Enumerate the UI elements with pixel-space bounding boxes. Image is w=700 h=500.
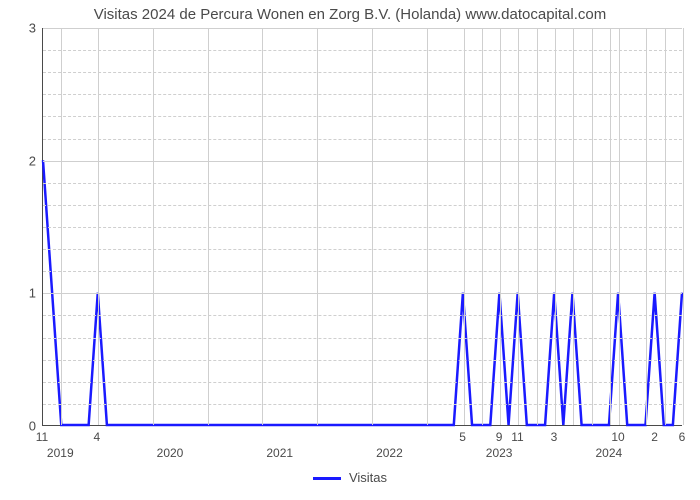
x-gridline <box>372 28 373 425</box>
x-gridline <box>153 28 154 425</box>
y-minor-gridline <box>43 315 682 316</box>
x-tick-month: 11 <box>36 430 48 444</box>
x-tick-year: 2024 <box>595 446 622 460</box>
x-gridline <box>208 28 209 425</box>
y-minor-gridline <box>43 360 682 361</box>
x-gridline <box>573 28 574 425</box>
y-gridline <box>43 293 682 294</box>
x-tick-month: 9 <box>496 430 503 444</box>
x-gridline <box>464 28 465 425</box>
y-minor-gridline <box>43 338 682 339</box>
x-gridline <box>592 28 593 425</box>
x-gridline <box>518 28 519 425</box>
x-gridline <box>61 28 62 425</box>
y-minor-gridline <box>43 50 682 51</box>
y-minor-gridline <box>43 227 682 228</box>
x-gridline <box>98 28 99 425</box>
visits-line-chart: Visitas 2024 de Percura Wonen en Zorg B.… <box>0 0 700 500</box>
y-minor-gridline <box>43 382 682 383</box>
x-gridline <box>555 28 556 425</box>
y-tick-label: 1 <box>6 286 36 301</box>
x-gridline <box>262 28 263 425</box>
x-gridline <box>610 28 611 425</box>
x-gridline <box>683 28 684 425</box>
y-minor-gridline <box>43 404 682 405</box>
y-minor-gridline <box>43 139 682 140</box>
chart-title: Visitas 2024 de Percura Wonen en Zorg B.… <box>0 6 700 23</box>
y-gridline <box>43 28 682 29</box>
y-minor-gridline <box>43 94 682 95</box>
legend: Visitas <box>0 470 700 485</box>
x-gridline <box>619 28 620 425</box>
x-tick-year: 2019 <box>47 446 74 460</box>
x-gridline <box>427 28 428 425</box>
x-tick-month: 6 <box>679 430 686 444</box>
x-tick-month: 2 <box>651 430 658 444</box>
x-tick-year: 2020 <box>157 446 184 460</box>
x-tick-month: 5 <box>459 430 466 444</box>
plot-area <box>42 28 682 426</box>
x-tick-month: 10 <box>611 430 624 444</box>
x-tick-year: 2022 <box>376 446 403 460</box>
x-gridline <box>646 28 647 425</box>
x-gridline <box>482 28 483 425</box>
x-gridline <box>537 28 538 425</box>
y-minor-gridline <box>43 116 682 117</box>
x-tick-year: 2021 <box>266 446 293 460</box>
y-tick-label: 0 <box>6 419 36 434</box>
x-tick-month: 3 <box>551 430 558 444</box>
y-minor-gridline <box>43 183 682 184</box>
y-tick-label: 3 <box>6 21 36 36</box>
x-gridline <box>500 28 501 425</box>
y-minor-gridline <box>43 271 682 272</box>
y-minor-gridline <box>43 72 682 73</box>
y-minor-gridline <box>43 205 682 206</box>
x-tick-year: 2023 <box>486 446 513 460</box>
x-gridline <box>665 28 666 425</box>
y-gridline <box>43 161 682 162</box>
x-tick-month: 11 <box>511 430 523 444</box>
y-tick-label: 2 <box>6 153 36 168</box>
legend-label: Visitas <box>349 470 387 485</box>
x-gridline <box>317 28 318 425</box>
y-minor-gridline <box>43 249 682 250</box>
x-tick-month: 4 <box>94 430 101 444</box>
legend-swatch <box>313 477 341 480</box>
